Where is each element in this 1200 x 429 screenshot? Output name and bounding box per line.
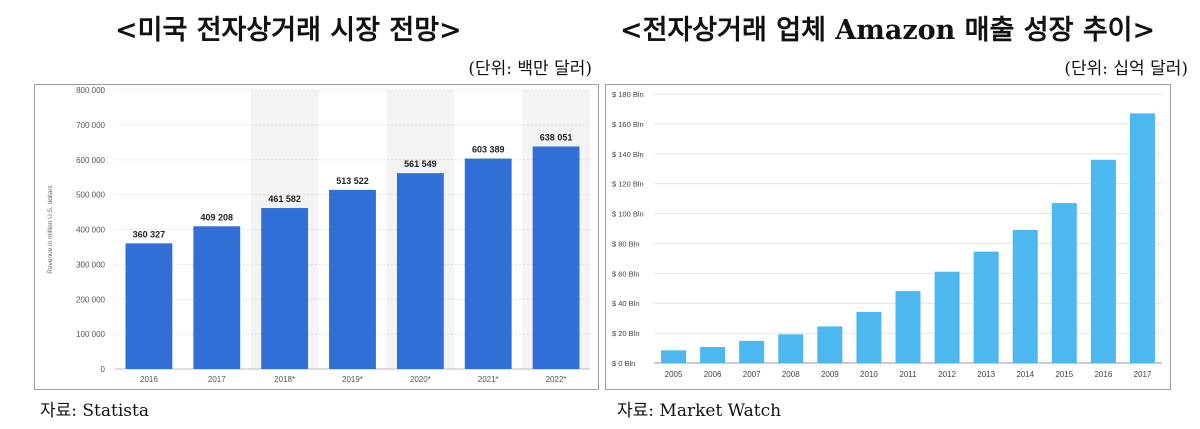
- x-tick-label: 2022*: [546, 375, 567, 384]
- y-tick-label: 400 000: [76, 226, 105, 235]
- x-tick-label: 2020*: [410, 375, 431, 384]
- bar: [193, 226, 241, 369]
- bar: [895, 291, 921, 363]
- bar-value-label: 638 051: [540, 132, 573, 142]
- y-tick-label: $ 160 Bln: [612, 120, 644, 129]
- y-tick-label: 700 000: [76, 121, 105, 130]
- right-unit-label: (단위: 십억 달러): [1064, 59, 1188, 79]
- y-tick-label: 0: [101, 365, 106, 374]
- bar-value-label: 409 208: [201, 212, 234, 222]
- bar: [329, 189, 376, 369]
- y-tick-label: $ 120 Bln: [612, 180, 644, 189]
- bar: [1090, 159, 1116, 363]
- bar: [817, 326, 843, 363]
- bar: [125, 243, 173, 369]
- y-tick-label: 600 000: [76, 156, 105, 165]
- x-tick-label: 2006: [704, 370, 722, 379]
- x-tick-label: 2017: [1134, 370, 1152, 379]
- y-tick-label: $ 0 Bln: [612, 359, 635, 368]
- bar: [856, 311, 882, 363]
- y-tick-label: $ 140 Bln: [612, 150, 644, 159]
- left-chart-svg: 0 100 000 200 000 300 000 400 000 500 000 600 …: [47, 86, 590, 384]
- x-tick-label: 2008: [782, 370, 800, 379]
- x-tick-label: 2016: [1094, 370, 1112, 379]
- bar-value-label: 603 389: [472, 145, 505, 155]
- y-tick-label: $ 100 Bln: [612, 210, 644, 219]
- y-tick-label: 500 000: [76, 191, 105, 200]
- bar: [778, 334, 804, 363]
- left-unit-label: (단위: 백만 달러): [468, 59, 592, 79]
- bar: [661, 350, 687, 363]
- x-tick-label: 2016: [140, 375, 158, 384]
- x-tick-label: 2005: [665, 370, 683, 379]
- x-tick-label: 2013: [977, 370, 995, 379]
- bar: [934, 271, 960, 363]
- x-tick-label: 2009: [821, 370, 839, 379]
- bar: [532, 146, 580, 369]
- x-tick-label: 2021*: [478, 375, 499, 384]
- y-tick-label: 100 000: [76, 330, 105, 339]
- bar-value-label: 561 549: [404, 159, 437, 169]
- bar: [1051, 203, 1077, 363]
- right-source-label: 자료: Market Watch: [617, 401, 782, 421]
- right-chart-panel: $ 0 Bln $ 20 Bln $ 40 Bln $ 60 Bln $ 80 Bln $…: [605, 84, 1171, 390]
- x-tick-label: 2012: [938, 370, 956, 379]
- right-chart-svg: $ 0 Bln $ 20 Bln $ 40 Bln $ 60 Bln $ 80 Bln $…: [612, 90, 1162, 379]
- y-tick-label: $ 180 Bln: [612, 90, 644, 99]
- bar: [700, 347, 726, 363]
- bar: [396, 173, 444, 369]
- bar: [261, 208, 309, 369]
- x-tick-label: 2014: [1016, 370, 1034, 379]
- x-tick-label: 2017: [208, 375, 226, 384]
- bar-value-label: 461 582: [268, 194, 301, 204]
- bar: [1012, 229, 1038, 363]
- x-tick-label: 2015: [1055, 370, 1073, 379]
- left-chart-title: <미국 전자상거래 시장 전망>: [115, 15, 462, 46]
- bar: [973, 251, 999, 363]
- bar: [739, 340, 765, 363]
- x-tick-label: 2019*: [342, 375, 363, 384]
- x-tick-label: 2007: [743, 370, 761, 379]
- bar: [1129, 113, 1155, 363]
- x-tick-label: 2010: [860, 370, 878, 379]
- left-source-label: 자료: Statista: [40, 401, 149, 421]
- x-tick-label: 2018*: [274, 375, 295, 384]
- y-tick-label: $ 80 Bln: [612, 239, 640, 248]
- y-tick-label: $ 20 Bln: [612, 329, 640, 338]
- y-tick-label: $ 60 Bln: [612, 269, 640, 278]
- left-chart-panel: 0 100 000 200 000 300 000 400 000 500 000 600 …: [34, 84, 599, 390]
- y-axis-label: Revenue in million U.S. dollars: [47, 184, 54, 273]
- y-tick-label: 200 000: [76, 295, 105, 304]
- x-tick-label: 2011: [899, 370, 917, 379]
- y-tick-label: $ 40 Bln: [612, 299, 640, 308]
- bar-value-label: 360 327: [133, 229, 166, 239]
- y-tick-label: 800 000: [76, 86, 105, 95]
- y-tick-label: 300 000: [76, 260, 105, 269]
- right-chart-title: <전자상거래 업체 Amazon 매출 성장 추이>: [620, 15, 1156, 46]
- bar: [464, 158, 512, 369]
- bar-value-label: 513 522: [336, 176, 369, 186]
